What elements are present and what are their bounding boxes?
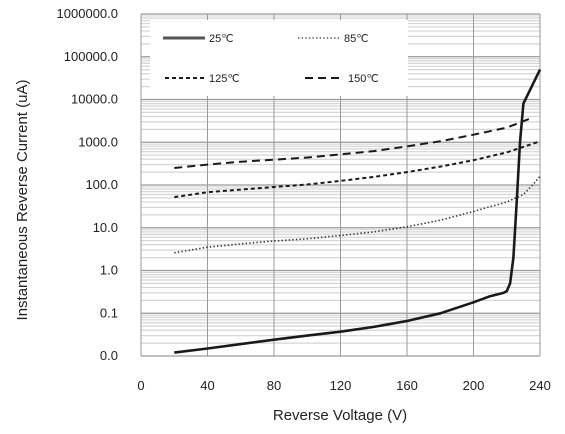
y-tick-labels: 0.0 0.1 1.0 10.0 100.0 1000.0 10000.0 100000.0 1… — [57, 6, 118, 363]
legend: 25℃ 85℃ 125℃ 150℃ — [150, 20, 408, 96]
x-tick-label: 240 — [529, 378, 551, 393]
x-tick-label: 120 — [330, 378, 352, 393]
legend-label-125c: 125℃ — [209, 73, 240, 85]
y-tick-label: 0.0 — [100, 348, 118, 363]
y-tick-label: 1000000.0 — [57, 6, 118, 21]
series-line-0 — [174, 69, 542, 354]
series-line-2 — [174, 140, 541, 199]
x-tick-label: 200 — [463, 378, 485, 393]
legend-label-25c: 25℃ — [209, 33, 234, 45]
y-tick-label: 100.0 — [85, 177, 118, 192]
y-tick-label: 0.1 — [100, 305, 118, 320]
x-tick-label: 0 — [137, 378, 144, 393]
legend-label-85c: 85℃ — [344, 33, 369, 45]
x-axis-title: Reverse Voltage (V) — [273, 407, 407, 424]
x-tick-label: 80 — [267, 378, 281, 393]
y-tick-label: 1000.0 — [78, 134, 118, 149]
x-tick-label: 40 — [200, 378, 214, 393]
series-lines — [174, 69, 542, 354]
y-tick-label: 1.0 — [100, 263, 118, 278]
y-tick-label: 10.0 — [93, 220, 118, 235]
y-axis-title: Instantaneous Reverse Current (uA) — [14, 80, 31, 321]
x-tick-labels: 0 40 80 120 160 200 240 — [137, 378, 550, 393]
legend-box — [150, 20, 408, 96]
legend-label-150c: 150℃ — [348, 73, 379, 85]
series-line-3 — [174, 117, 533, 169]
y-tick-label: 10000.0 — [71, 92, 118, 107]
x-tick-label: 160 — [396, 378, 418, 393]
series-line-1 — [174, 175, 541, 254]
y-tick-label: 100000.0 — [64, 49, 118, 64]
